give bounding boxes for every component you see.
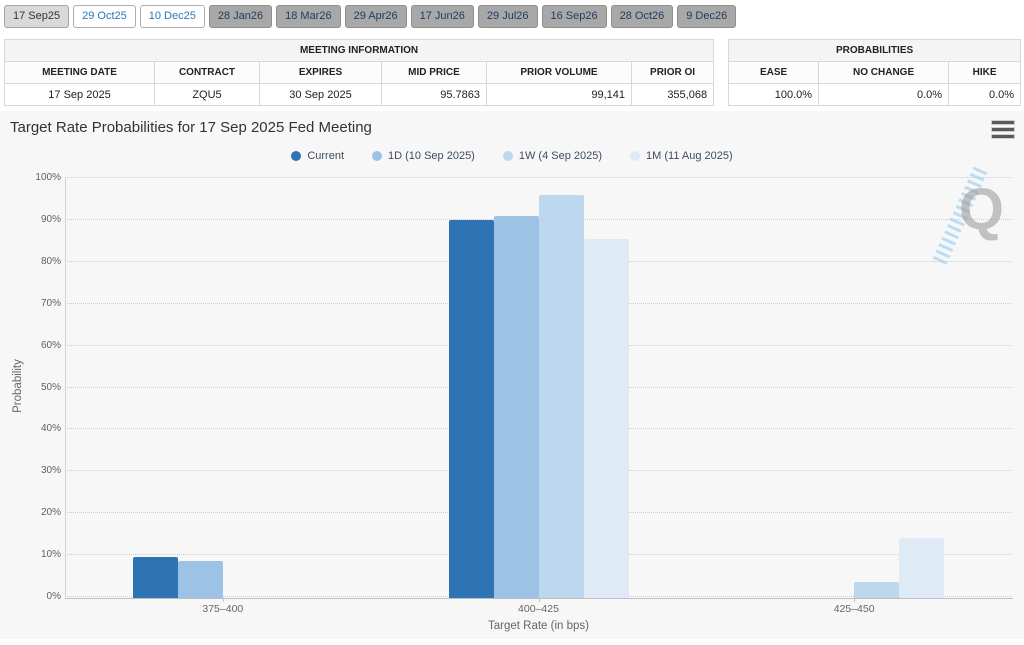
column-header-no-change: NO CHANGE (818, 61, 950, 84)
legend-marker-icon (502, 151, 513, 161)
column-header-prior-volume: PRIOR VOLUME (486, 61, 632, 84)
legend-marker-icon (372, 151, 383, 161)
y-axis-label: 10% (40, 549, 61, 561)
fedwatch-chart-panel: Target Rate Probabilities for 17 Sep 202… (0, 111, 1024, 639)
hamburger-menu-icon (991, 120, 1015, 125)
bar-1d-10-sep-2025-375-400[interactable] (177, 560, 223, 598)
tables-row: MEETING INFORMATION MEETING DATE CONTRAC… (0, 39, 1024, 106)
x-axis-title: Target Rate (in bps) (488, 620, 589, 632)
chart-export-menu-button[interactable] (991, 120, 1015, 139)
y-axis-label: 50% (40, 381, 61, 393)
y-axis-label: 100% (35, 172, 61, 183)
legend-item-current[interactable]: Current (291, 150, 344, 162)
meeting-tab-9-dec26[interactable]: 9 Dec26 (677, 5, 737, 28)
probabilities-table: PROBABILITIES EASE NO CHANGE HIKE 100.0%… (728, 39, 1022, 106)
cell-meeting-date: 17 Sep 2025 (4, 83, 155, 106)
y-axis-label: 70% (40, 297, 61, 309)
bar-1w-4-sep-2025-425-450[interactable] (854, 582, 900, 598)
probabilities-header-row: EASE NO CHANGE HIKE (728, 61, 1022, 84)
watermark-q-letter: Q (958, 177, 1004, 242)
x-axis-label-400-425: 400–425 (518, 603, 559, 615)
cell-hike: 0.0% (948, 83, 1022, 106)
cell-prior-volume: 99,141 (486, 83, 632, 106)
y-axis-label: 30% (40, 465, 61, 477)
cell-prior-oi: 355,068 (630, 83, 715, 106)
bar-current-375-400[interactable] (132, 556, 178, 598)
meeting-tab-bar: 17 Sep25 29 Oct25 10 Dec25 28 Jan26 18 Mar26… (0, 0, 1024, 31)
column-header-ease: EASE (728, 61, 820, 84)
column-header-mid-price: MID PRICE (381, 61, 487, 84)
x-axis-label-425-450: 425–450 (833, 603, 875, 615)
chart-legend: Current 1D (10 Sep 2025) 1W (4 Sep 2025) 1M… (0, 150, 1024, 162)
legend-label: 1M (11 Aug 2025) (646, 150, 733, 162)
y-axis-label: 80% (40, 255, 61, 267)
probabilities-row: 100.0% 0.0% 0.0% (728, 83, 1022, 106)
cell-ease: 100.0% (728, 83, 820, 106)
meeting-tab-28-jan26[interactable]: 28 Jan26 (208, 5, 273, 28)
legend-label: 1D (10 Sep 2025) (388, 150, 475, 162)
column-header-expires: EXPIRES (259, 61, 382, 84)
y-axis-label: 20% (40, 507, 61, 519)
meeting-information-title: MEETING INFORMATION (3, 39, 715, 62)
hamburger-menu-icon (991, 127, 1015, 132)
bar-1w-4-sep-2025-400-425[interactable] (538, 194, 584, 598)
meeting-information-header-row: MEETING DATE CONTRACT EXPIRES MID PRICE … (4, 61, 715, 84)
y-axis-label: 60% (40, 339, 61, 351)
chart-title: Target Rate Probabilities for 17 Sep 202… (10, 119, 372, 136)
x-axis-tick (222, 598, 224, 602)
meeting-tab-29-apr26[interactable]: 29 Apr26 (344, 5, 407, 28)
meeting-information-table: MEETING INFORMATION MEETING DATE CONTRAC… (3, 39, 715, 106)
cell-expires: 30 Sep 2025 (259, 83, 382, 106)
meeting-tab-29-oct25[interactable]: 29 Oct25 (73, 5, 136, 28)
meeting-tab-29-jul26[interactable]: 29 Jul26 (477, 5, 538, 28)
bar-current-400-425[interactable] (448, 220, 494, 598)
y-axis-label: 40% (40, 423, 61, 435)
legend-item-1m-11-aug-2025[interactable]: 1M (11 Aug 2025) (630, 150, 733, 162)
cell-mid-price: 95.7863 (381, 83, 487, 106)
quikstrike-watermark: Q (931, 166, 1008, 268)
legend-label: 1W (4 Sep 2025) (518, 150, 603, 162)
x-axis-tick (538, 598, 540, 602)
meeting-tab-17-jun26[interactable]: 17 Jun26 (410, 5, 474, 28)
legend-item-1w-4-sep-2025[interactable]: 1W (4 Sep 2025) (502, 150, 603, 162)
column-header-meeting-date: MEETING DATE (4, 61, 155, 84)
meeting-tab-10-dec25[interactable]: 10 Dec25 (139, 5, 205, 28)
meeting-tab-17-sep25[interactable]: 17 Sep25 (4, 5, 70, 28)
cell-no-change: 0.0% (818, 83, 950, 106)
x-axis-label-375-400: 375–400 (202, 603, 244, 615)
x-axis-tick (854, 598, 856, 602)
y-axis-label: 90% (40, 213, 61, 225)
probabilities-title: PROBABILITIES (728, 39, 1022, 62)
legend-label: Current (307, 150, 345, 162)
y-gridline (65, 177, 1012, 178)
column-header-contract: CONTRACT (154, 61, 260, 84)
legend-marker-icon (630, 151, 641, 161)
hamburger-menu-icon (991, 134, 1015, 139)
column-header-hike: HIKE (948, 61, 1022, 84)
y-axis-line (65, 177, 66, 596)
bar-1m-11-aug-2025-425-450[interactable] (899, 538, 945, 598)
legend-marker-icon (291, 151, 302, 161)
watermark-hatch-icon (931, 166, 988, 268)
bar-1d-10-sep-2025-400-425[interactable] (493, 216, 539, 598)
column-header-prior-oi: PRIOR OI (630, 61, 715, 84)
legend-item-1d-10-sep-2025[interactable]: 1D (10 Sep 2025) (372, 150, 475, 162)
bar-1m-11-aug-2025-400-425[interactable] (583, 238, 629, 598)
y-axis-label: 0% (46, 591, 61, 602)
meeting-information-row: 17 Sep 2025 ZQU5 30 Sep 2025 95.7863 99,… (4, 83, 715, 106)
y-axis-title: Probability (12, 359, 24, 413)
meeting-tab-18-mar26[interactable]: 18 Mar26 (276, 5, 341, 28)
cell-contract: ZQU5 (154, 83, 260, 106)
meeting-tab-28-oct26[interactable]: 28 Oct26 (610, 5, 674, 28)
meeting-tab-16-sep26[interactable]: 16 Sep26 (541, 5, 607, 28)
